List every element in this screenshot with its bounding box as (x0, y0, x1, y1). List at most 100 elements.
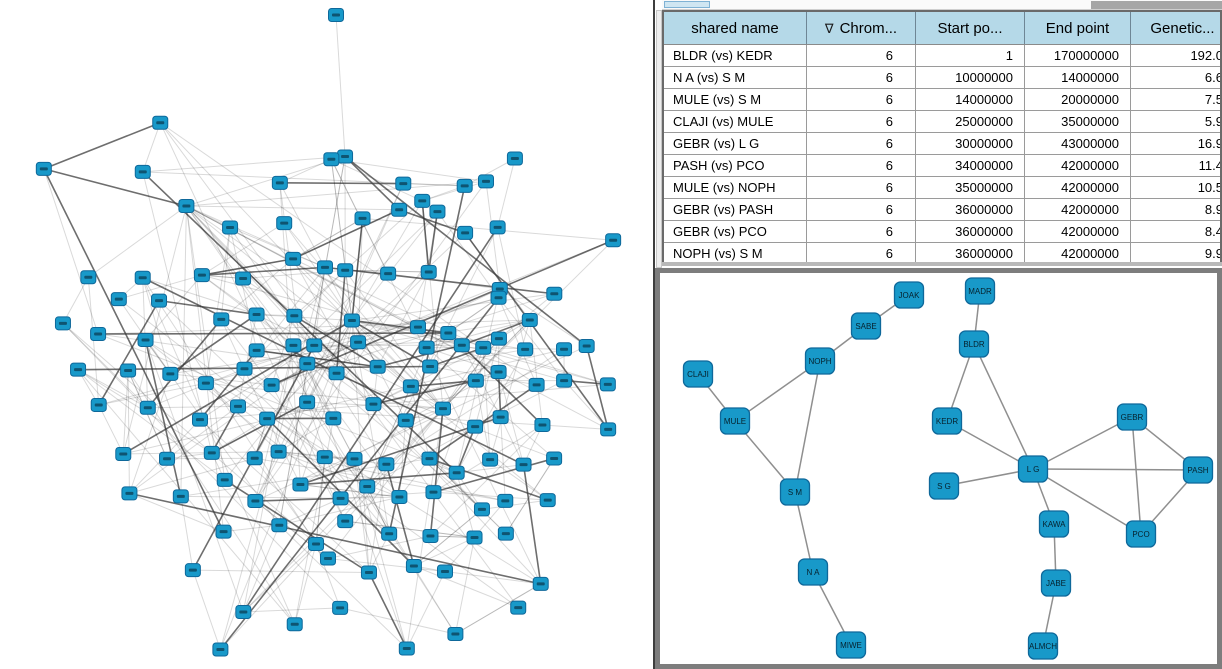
network-node[interactable] (605, 233, 622, 248)
network-node[interactable] (184, 563, 201, 578)
network-node[interactable] (515, 457, 532, 472)
network-node[interactable] (369, 359, 386, 374)
network-node[interactable] (429, 204, 446, 219)
network-node[interactable] (139, 400, 156, 415)
network-node[interactable] (325, 411, 342, 426)
main-network-panel[interactable] (0, 0, 653, 669)
network-node[interactable] (235, 604, 252, 619)
network-node-BLDR[interactable]: BLDR (958, 330, 990, 358)
network-node[interactable] (332, 491, 349, 506)
filter-icon[interactable]: ∇ (824, 20, 834, 36)
network-node[interactable] (323, 152, 340, 167)
network-node-GEBR[interactable]: GEBR (1116, 403, 1148, 431)
network-node[interactable] (425, 485, 442, 500)
network-node[interactable] (120, 363, 137, 378)
network-node[interactable] (497, 526, 514, 541)
table-horizontal-scrollbar[interactable] (662, 0, 1222, 10)
network-node[interactable] (539, 493, 556, 508)
network-node[interactable] (546, 286, 563, 301)
network-node[interactable] (528, 377, 545, 392)
network-node[interactable] (316, 260, 333, 275)
network-node[interactable] (248, 343, 265, 358)
network-edge-LG-GEBR[interactable] (1032, 416, 1133, 470)
network-node[interactable] (506, 151, 523, 166)
network-node[interactable] (448, 465, 465, 480)
table-row[interactable]: PASH (vs) PCO 6 34000000 42000000 11.4 (664, 154, 1220, 177)
network-node[interactable] (350, 335, 367, 350)
network-node[interactable] (90, 327, 107, 342)
network-node[interactable] (365, 397, 382, 412)
selected-subnetwork-panel[interactable]: JOAK MADR SABE BLDR NOPH CLAJI KEDR GEBR MULE L G… (655, 268, 1222, 669)
table-row[interactable]: CLAJI (vs) MULE 6 25000000 35000000 5.9 (664, 110, 1220, 133)
network-node[interactable] (456, 178, 473, 193)
network-node[interactable] (436, 564, 453, 579)
network-node[interactable] (299, 395, 316, 410)
network-node[interactable] (473, 502, 490, 517)
network-node[interactable] (203, 445, 220, 460)
network-node-JABE[interactable]: JABE (1040, 569, 1072, 597)
network-node[interactable] (319, 551, 336, 566)
network-node[interactable] (162, 366, 179, 381)
network-node[interactable] (381, 526, 398, 541)
network-node[interactable] (197, 376, 214, 391)
network-node-MULE[interactable]: MULE (719, 407, 751, 435)
network-node-NOPH[interactable]: NOPH (804, 347, 836, 375)
table-row[interactable]: GEBR (vs) PCO 6 36000000 42000000 8.4 (664, 220, 1220, 243)
network-node[interactable] (152, 115, 169, 130)
network-node[interactable] (271, 518, 288, 533)
column-header-genetic---[interactable]: Genetic... (1130, 12, 1220, 45)
network-node[interactable] (490, 365, 507, 380)
network-node-KEDR[interactable]: KEDR (931, 407, 963, 435)
network-node[interactable] (213, 312, 230, 327)
network-node[interactable] (578, 339, 595, 354)
network-node[interactable] (457, 225, 474, 240)
network-node[interactable] (402, 379, 419, 394)
network-node[interactable] (492, 410, 509, 425)
network-node[interactable] (110, 292, 127, 307)
network-node[interactable] (378, 457, 395, 472)
network-node[interactable] (235, 271, 252, 286)
network-node[interactable] (398, 641, 415, 656)
network-node[interactable] (54, 316, 71, 331)
network-node[interactable] (172, 489, 189, 504)
network-node[interactable] (134, 164, 151, 179)
network-node[interactable] (90, 397, 107, 412)
network-node[interactable] (600, 422, 617, 437)
network-node[interactable] (440, 325, 457, 340)
column-header-end-point[interactable]: End point (1024, 12, 1131, 45)
network-node-MIWE[interactable]: MIWE (835, 631, 867, 659)
network-node[interactable] (475, 340, 492, 355)
network-node-JOAK[interactable]: JOAK (893, 281, 925, 309)
network-node[interactable] (532, 576, 549, 591)
network-node[interactable] (478, 174, 495, 189)
network-node[interactable] (285, 338, 302, 353)
network-node[interactable] (276, 216, 293, 231)
network-node[interactable] (70, 362, 87, 377)
network-node[interactable] (337, 514, 354, 529)
network-node[interactable] (391, 490, 408, 505)
network-node[interactable] (354, 211, 371, 226)
network-node[interactable] (414, 193, 431, 208)
network-node[interactable] (489, 220, 506, 235)
network-node[interactable] (420, 264, 437, 279)
network-node[interactable] (292, 477, 309, 492)
table-row[interactable]: MULE (vs) S M 6 14000000 20000000 7.5 (664, 88, 1220, 111)
network-node[interactable] (247, 494, 264, 509)
network-node[interactable] (453, 338, 470, 353)
network-node[interactable] (482, 452, 499, 467)
network-node-SM[interactable]: S M (779, 478, 811, 506)
network-node[interactable] (599, 377, 616, 392)
table-row[interactable]: GEBR (vs) PASH 6 36000000 42000000 8.9 (664, 198, 1220, 221)
table-row[interactable]: N A (vs) S M 6 10000000 14000000 6.6 (664, 66, 1220, 89)
network-node[interactable] (422, 529, 439, 544)
network-node[interactable] (316, 450, 333, 465)
network-node[interactable] (137, 332, 154, 347)
network-node[interactable] (121, 486, 138, 501)
network-node-PASH[interactable]: PASH (1182, 456, 1214, 484)
network-node-CLAJI[interactable]: CLAJI (682, 360, 714, 388)
network-node-MADR[interactable]: MADR (964, 277, 996, 305)
network-node[interactable] (497, 493, 514, 508)
network-node[interactable] (421, 451, 438, 466)
network-node[interactable] (337, 149, 354, 164)
network-node-LG[interactable]: L G (1017, 455, 1049, 483)
